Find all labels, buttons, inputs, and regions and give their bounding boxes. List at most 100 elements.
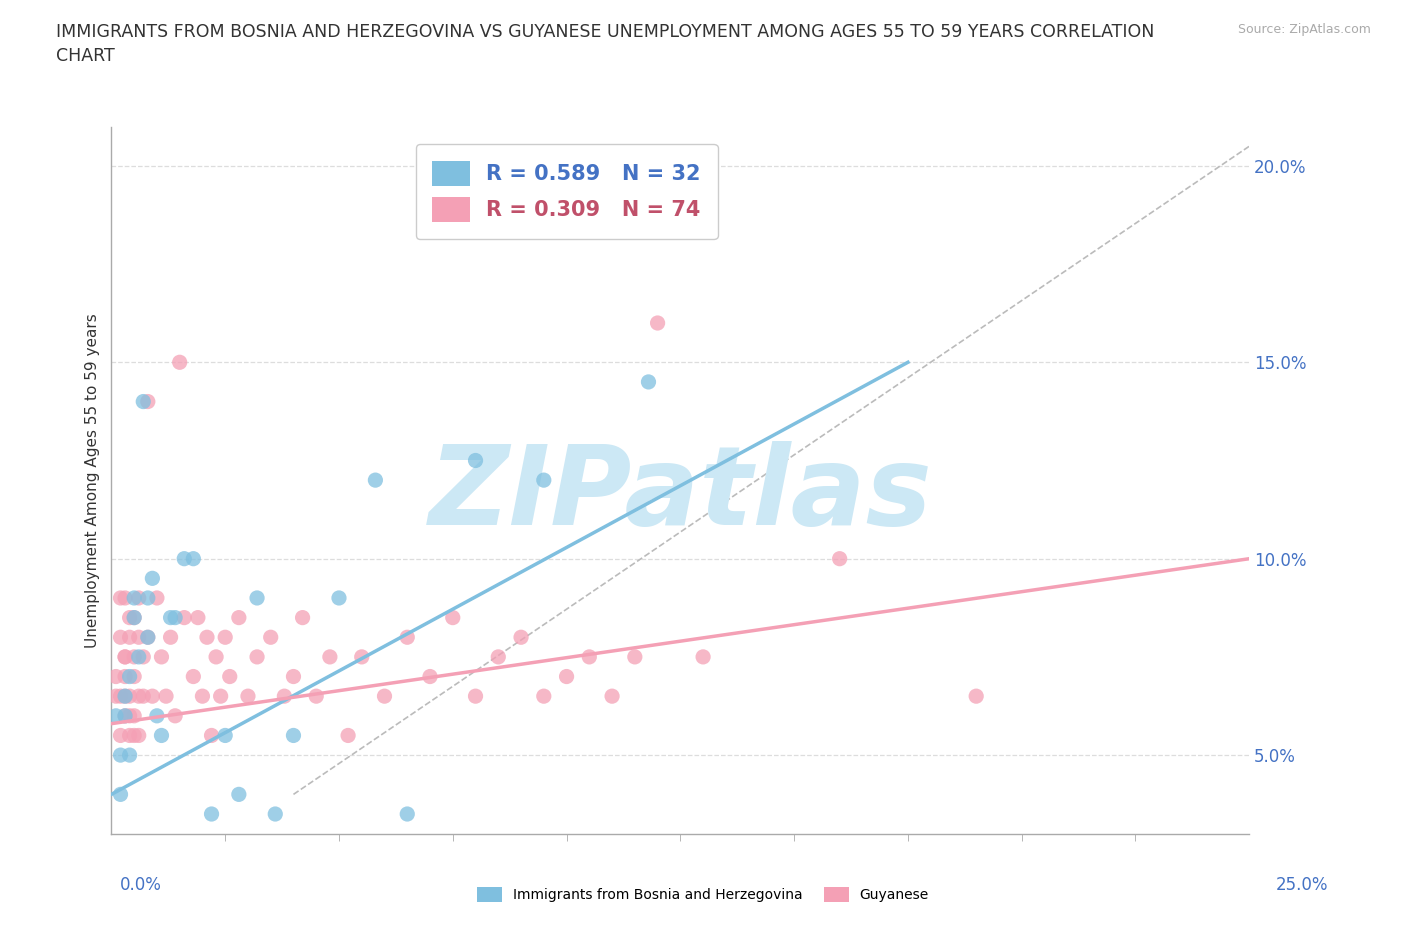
Point [373,689,395,704]
Point [136,630,159,644]
Point [128,728,150,743]
Point [169,355,191,370]
Point [136,394,159,409]
Point [122,728,145,743]
Point [419,669,441,684]
Text: Source: ZipAtlas.com: Source: ZipAtlas.com [1237,23,1371,36]
Point [110,591,132,605]
Point [122,669,145,684]
Point [141,571,163,586]
Point [104,709,127,724]
Point [150,728,173,743]
Point [173,610,195,625]
Point [218,669,240,684]
Point [236,689,259,704]
Point [637,375,659,390]
Point [136,630,159,644]
Point [114,709,136,724]
Point [114,649,136,664]
Point [114,689,136,704]
Point [200,806,222,821]
Point [533,689,555,704]
Point [273,689,295,704]
Point [173,551,195,566]
Point [600,689,623,704]
Point [350,649,373,664]
Point [122,709,145,724]
Point [114,709,136,724]
Point [291,610,314,625]
Point [260,630,283,644]
Point [165,610,187,625]
Text: 25.0%: 25.0% [1277,876,1329,894]
Point [118,610,141,625]
Point [464,453,486,468]
Point [128,689,150,704]
Point [159,630,181,644]
Point [118,630,141,644]
Point [200,728,222,743]
Point [110,630,132,644]
Point [128,591,150,605]
Point [118,669,141,684]
Point [510,630,533,644]
Point [195,630,218,644]
Point [110,689,132,704]
Point [209,689,232,704]
Point [128,630,150,644]
Point [246,649,269,664]
Point [110,787,132,802]
Point [110,728,132,743]
Point [214,630,236,644]
Point [283,669,305,684]
Point [146,591,169,605]
Legend: R = 0.589   N = 32, R = 0.309   N = 74: R = 0.589 N = 32, R = 0.309 N = 74 [416,144,717,239]
Point [396,806,419,821]
Point [104,669,127,684]
Point [183,551,205,566]
Point [246,591,269,605]
Text: IMMIGRANTS FROM BOSNIA AND HERZEGOVINA VS GUYANESE UNEMPLOYMENT AMONG AGES 55 TO: IMMIGRANTS FROM BOSNIA AND HERZEGOVINA V… [56,23,1154,65]
Point [214,728,236,743]
Point [110,748,132,763]
Point [136,591,159,605]
Point [104,689,127,704]
Point [118,748,141,763]
Point [122,610,145,625]
Point [118,728,141,743]
Point [228,787,250,802]
Text: ZIPatlas: ZIPatlas [429,441,932,548]
Point [118,689,141,704]
Point [319,649,342,664]
Point [965,689,987,704]
Point [159,610,181,625]
Point [128,649,150,664]
Point [114,689,136,704]
Point [132,394,155,409]
Point [283,728,305,743]
Point [486,649,509,664]
Point [647,315,669,330]
Point [191,689,214,704]
Y-axis label: Unemployment Among Ages 55 to 59 years: Unemployment Among Ages 55 to 59 years [86,312,100,647]
Point [114,591,136,605]
Point [328,591,350,605]
Point [692,649,714,664]
Point [464,689,486,704]
Legend: Immigrants from Bosnia and Herzegovina, Guyanese: Immigrants from Bosnia and Herzegovina, … [470,881,936,910]
Point [305,689,328,704]
Point [150,649,173,664]
Point [141,689,163,704]
Point [578,649,600,664]
Point [132,689,155,704]
Point [146,709,169,724]
Point [155,689,177,704]
Point [228,610,250,625]
Point [441,610,464,625]
Point [132,649,155,664]
Point [533,472,555,487]
Point [122,649,145,664]
Point [118,709,141,724]
Point [264,806,287,821]
Point [165,709,187,724]
